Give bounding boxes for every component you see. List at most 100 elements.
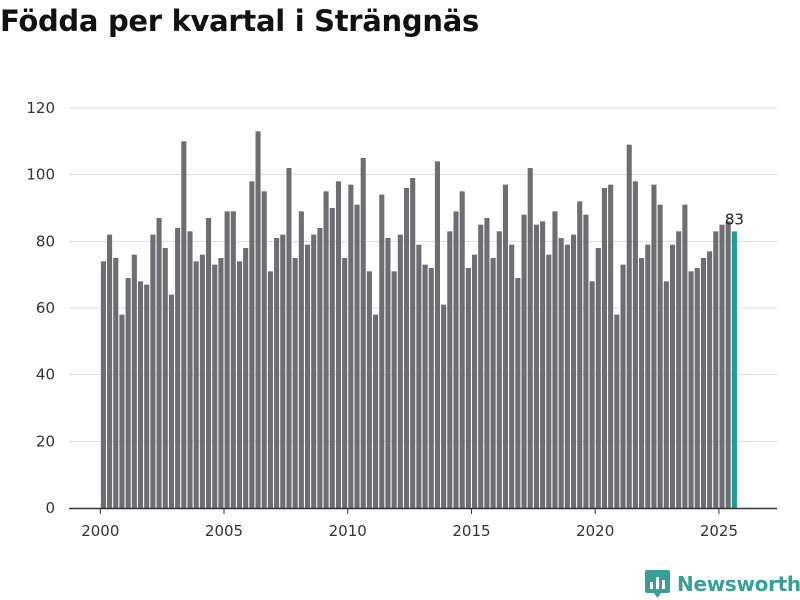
bar xyxy=(156,218,162,508)
x-tick-label: 2020 xyxy=(576,522,614,540)
x-tick-label: 2000 xyxy=(81,522,119,540)
x-axis: 2000 2005 2010 2015 2020 2025 xyxy=(81,508,738,540)
bar xyxy=(441,304,447,508)
bar xyxy=(478,224,484,508)
bar xyxy=(533,224,539,508)
bar xyxy=(589,281,595,508)
bar xyxy=(199,254,205,508)
chart-title: Födda per kvartal i Strängnäs xyxy=(0,4,479,38)
x-tick-label: 2005 xyxy=(205,522,243,540)
bar xyxy=(261,191,267,509)
bar xyxy=(397,234,403,508)
bar xyxy=(657,204,663,508)
bar xyxy=(707,251,713,509)
bar xyxy=(150,234,156,508)
bar xyxy=(168,294,174,508)
bar xyxy=(218,258,224,508)
bar xyxy=(577,201,583,509)
bar xyxy=(614,314,620,508)
bar xyxy=(502,184,509,508)
x-tick-label: 2025 xyxy=(700,522,738,540)
bar xyxy=(181,141,187,509)
bar xyxy=(162,248,168,508)
bar xyxy=(236,261,243,508)
bar xyxy=(632,181,638,509)
bar xyxy=(243,248,249,508)
y-axis: 0 20 40 60 80 100 120 xyxy=(26,99,55,517)
bar xyxy=(410,178,416,508)
y-tick-label: 100 xyxy=(26,166,55,184)
bar xyxy=(546,254,552,508)
bar xyxy=(323,191,329,509)
y-tick-label: 120 xyxy=(26,99,55,117)
bar xyxy=(428,268,434,508)
bar xyxy=(663,281,669,508)
bar xyxy=(465,268,471,508)
bar xyxy=(608,184,614,508)
bar xyxy=(267,271,273,508)
bar xyxy=(713,231,719,509)
x-tick-label: 2015 xyxy=(452,522,490,540)
bar xyxy=(626,144,632,508)
bar xyxy=(472,254,478,508)
y-tick-label: 80 xyxy=(36,232,55,250)
bar xyxy=(688,271,694,508)
bar xyxy=(564,244,570,508)
bar xyxy=(280,234,286,508)
bar xyxy=(193,261,199,508)
bar xyxy=(620,264,626,508)
bar xyxy=(175,228,181,508)
bar xyxy=(311,234,317,508)
bar xyxy=(125,278,131,508)
bar xyxy=(107,234,113,508)
bar xyxy=(509,244,515,508)
bar xyxy=(335,181,342,509)
bar xyxy=(224,211,230,509)
bars xyxy=(100,131,737,509)
bar xyxy=(354,204,360,508)
bar xyxy=(317,228,323,508)
bar xyxy=(373,314,379,508)
bar xyxy=(651,184,657,508)
bar xyxy=(137,281,144,508)
bar xyxy=(249,181,255,509)
bar xyxy=(274,238,280,508)
bar xyxy=(348,184,354,508)
bar-highlighted xyxy=(731,231,737,509)
bar xyxy=(298,211,304,509)
bar xyxy=(286,168,292,508)
bar xyxy=(676,231,682,509)
bar xyxy=(304,244,311,508)
x-tick-label: 2010 xyxy=(329,522,367,540)
bar xyxy=(459,191,465,509)
bar xyxy=(434,161,440,509)
y-tick-label: 20 xyxy=(36,432,55,450)
bar xyxy=(601,188,608,508)
data-labels: 83 xyxy=(725,210,744,228)
bar xyxy=(113,258,119,508)
bar xyxy=(552,211,558,509)
bar xyxy=(515,278,521,508)
bar xyxy=(595,248,601,508)
bar xyxy=(416,244,422,508)
bar xyxy=(292,258,298,508)
bar xyxy=(447,231,453,509)
bar xyxy=(725,221,731,509)
bar xyxy=(385,238,391,508)
bar xyxy=(206,218,212,508)
bar xyxy=(100,261,106,508)
bar xyxy=(558,238,564,508)
y-tick-label: 0 xyxy=(45,499,55,517)
bar xyxy=(422,264,428,508)
bar xyxy=(391,271,397,508)
bar xyxy=(496,231,502,509)
bar xyxy=(490,258,496,508)
newsworthy-logo-icon xyxy=(645,569,670,598)
bar xyxy=(521,214,527,508)
bar xyxy=(639,258,645,508)
brand[interactable]: Newsworthy xyxy=(645,569,800,599)
y-tick-label: 40 xyxy=(36,366,55,384)
bar xyxy=(119,314,125,508)
bar xyxy=(700,258,706,508)
